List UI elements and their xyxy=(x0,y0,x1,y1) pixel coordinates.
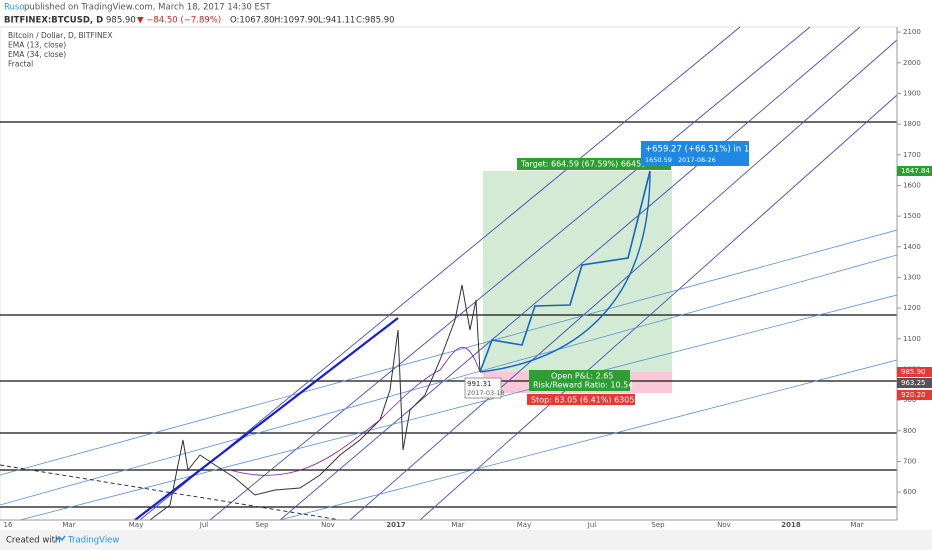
author: Ruso xyxy=(4,3,25,13)
time-tick-label: 2017 xyxy=(386,521,406,529)
channel xyxy=(0,229,898,521)
price-tick-label: 2100 xyxy=(903,28,921,36)
channel-line xyxy=(19,294,898,521)
time-tick-label: 2018 xyxy=(781,521,801,529)
open: O:1067.80 xyxy=(230,16,275,26)
price-badge-label: 963.25 xyxy=(901,379,926,387)
trend-thick xyxy=(134,317,399,521)
time-tick-label: Mar xyxy=(62,521,75,529)
price-tick-label: 700 xyxy=(903,457,916,465)
time-tick-label: Mar xyxy=(850,521,863,529)
fork-line xyxy=(279,26,861,521)
price-tick-label: 1800 xyxy=(903,120,921,128)
high: H:1097.90 xyxy=(274,16,318,26)
stop-text: Stop: 63.05 (6.41%) 6305 xyxy=(531,396,634,405)
price-path xyxy=(149,284,481,521)
change: ▼ −84.50 (−7.89%) xyxy=(137,16,221,26)
legend-entry: Fractal xyxy=(8,60,33,69)
footer-created: Created with xyxy=(6,536,60,546)
price-badge xyxy=(897,367,932,377)
legend-entry: EMA (34, close) xyxy=(8,50,66,59)
price-tick-label: 1200 xyxy=(903,304,921,312)
stop-badge xyxy=(527,394,635,405)
fork-line xyxy=(209,26,811,521)
price-badge-label: 985.90 xyxy=(901,368,926,376)
time-tick-label: Nov xyxy=(717,521,731,529)
legend-entry: Bitcoin / Dollar, D, BITFINEX xyxy=(8,31,113,40)
footer-bar xyxy=(0,530,932,550)
entry-date: 2017-03-18 xyxy=(467,389,505,397)
price-tick-label: 600 xyxy=(903,488,916,496)
price-tick-label: 1700 xyxy=(903,151,921,159)
footer-logo xyxy=(54,535,66,543)
projection-badge xyxy=(641,141,749,166)
low: L:941.11 xyxy=(318,16,355,26)
time-tick-label: 16 xyxy=(4,521,13,529)
legend-entry: EMA (13, close) xyxy=(8,41,66,50)
price-tick-label: 1500 xyxy=(903,212,921,220)
fork-line xyxy=(419,94,898,521)
target-text: Target: 664.59 (67.59%) 66459 xyxy=(520,160,646,169)
projection-text: +659.27 (+66.51%) in 161d xyxy=(645,145,766,155)
close: C:985.90 xyxy=(356,16,395,26)
footer-brand: TradingView xyxy=(67,536,119,546)
time-tick-label: May xyxy=(129,521,143,529)
time-tick-label: Sep xyxy=(651,521,665,529)
projection-arrows xyxy=(479,170,651,373)
time-tick-label: Jul xyxy=(587,521,597,529)
price-tick-label: 2000 xyxy=(903,59,921,67)
channel-line xyxy=(279,359,898,521)
time-tick-label: May xyxy=(517,521,531,529)
price-tick-label: 1300 xyxy=(903,273,921,281)
trend-dashed xyxy=(0,464,341,521)
pl-badge xyxy=(529,370,630,391)
projection-price: 1650.59 xyxy=(645,156,672,164)
price-tick-label: 1400 xyxy=(903,243,921,251)
time-tick-label: Sep xyxy=(255,521,269,529)
price-tick-label: 1900 xyxy=(903,89,921,97)
target-zone xyxy=(483,171,672,372)
entry-price: 991.31 xyxy=(467,380,492,388)
price-badge-label: 1647.84 xyxy=(901,167,930,175)
time-tick-label: Mar xyxy=(451,521,464,529)
time-tick-label: Jul xyxy=(199,521,209,529)
price-tick-label: 800 xyxy=(903,427,916,435)
plot: Target: 664.59 (67.59%) 66459 +659.27 (+… xyxy=(0,26,898,521)
price-badge xyxy=(897,378,932,388)
price-badge-label: 920.20 xyxy=(901,391,926,399)
price-badge xyxy=(897,390,932,400)
published: published on TradingView.com, March 18, … xyxy=(24,3,271,13)
price-tick-label: 1100 xyxy=(903,335,921,343)
entry-badge xyxy=(464,377,502,399)
open-pl: Open P&L: 2.65 xyxy=(551,372,613,381)
risk-reward: Risk/Reward Ratio: 10.54 xyxy=(533,381,633,390)
target-badge xyxy=(517,158,671,170)
time-tick-label: Nov xyxy=(321,521,335,529)
price-badge xyxy=(897,166,932,176)
projection-curve xyxy=(479,170,651,373)
ema xyxy=(229,346,481,476)
last: 985.90 xyxy=(106,16,136,26)
price-tick-label: 900 xyxy=(903,396,916,404)
fork-line xyxy=(349,39,898,521)
price-tick-label: 1600 xyxy=(903,181,921,189)
symbol: BITFINEX:BTCUSD, D xyxy=(4,16,103,26)
projection-date: 2017-08-26 xyxy=(678,156,716,164)
channel-line xyxy=(0,254,898,506)
channel-line xyxy=(0,229,898,476)
